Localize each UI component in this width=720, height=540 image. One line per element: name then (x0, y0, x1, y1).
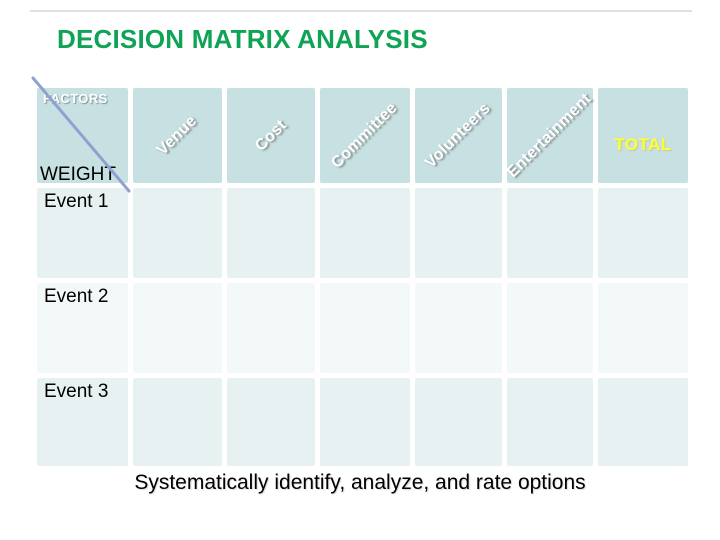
column-header-volunteers: Volunteers (415, 88, 502, 183)
matrix-cell-event2-venue (133, 283, 222, 373)
matrix-cell-event1-total (598, 188, 688, 278)
matrix-cell-event2-entertainment (507, 283, 593, 373)
matrix-cell-event2-committee (320, 283, 410, 373)
column-header-entertainment-label: Entertainment (504, 89, 596, 181)
matrix-cell-event3-entertainment (507, 378, 593, 466)
column-header-cost: Cost (227, 88, 315, 183)
column-header-total: TOTAL (598, 88, 688, 183)
top-border-line (30, 10, 692, 12)
matrix-cell-event2-volunteers (415, 283, 502, 373)
row-label-event-3: Event 3 (37, 378, 128, 466)
column-header-cost-label: Cost (251, 116, 290, 155)
matrix-cell-event3-venue (133, 378, 222, 466)
column-header-volunteers-label: Volunteers (422, 99, 495, 172)
decision-matrix-table: FACTORS WEIGHT Venue Cost Committee Volu… (37, 88, 688, 466)
matrix-cell-event3-cost (227, 378, 315, 466)
column-header-total-label: TOTAL (614, 134, 672, 154)
matrix-cell-event2-cost (227, 283, 315, 373)
factors-label: FACTORS (43, 91, 108, 106)
row-label-event-2: Event 2 (37, 283, 128, 373)
matrix-cell-event3-volunteers (415, 378, 502, 466)
column-header-venue-label: Venue (153, 111, 201, 159)
column-header-committee-label: Committee (328, 98, 401, 172)
column-header-venue: Venue (133, 88, 222, 183)
column-header-entertainment: Entertainment (504, 88, 596, 183)
page-title: DECISION MATRIX ANALYSIS (57, 24, 428, 54)
matrix-cell-event1-entertainment (507, 188, 593, 278)
weight-label: WEIGHT (40, 164, 116, 185)
column-header-committee: Committee (320, 88, 410, 183)
matrix-cell-event2-total (598, 283, 688, 373)
matrix-cell-event1-volunteers (415, 188, 502, 278)
matrix-cell-event3-total (598, 378, 688, 466)
matrix-cell-event3-committee (320, 378, 410, 466)
corner-header-cell: FACTORS WEIGHT (37, 88, 128, 185)
caption: Systematically identify, analyze, and ra… (134, 471, 586, 494)
matrix-cell-event1-venue (133, 188, 222, 278)
matrix-cell-event1-committee (320, 188, 410, 278)
matrix-cell-event1-cost (227, 188, 315, 278)
row-label-event-1: Event 1 (37, 188, 128, 278)
